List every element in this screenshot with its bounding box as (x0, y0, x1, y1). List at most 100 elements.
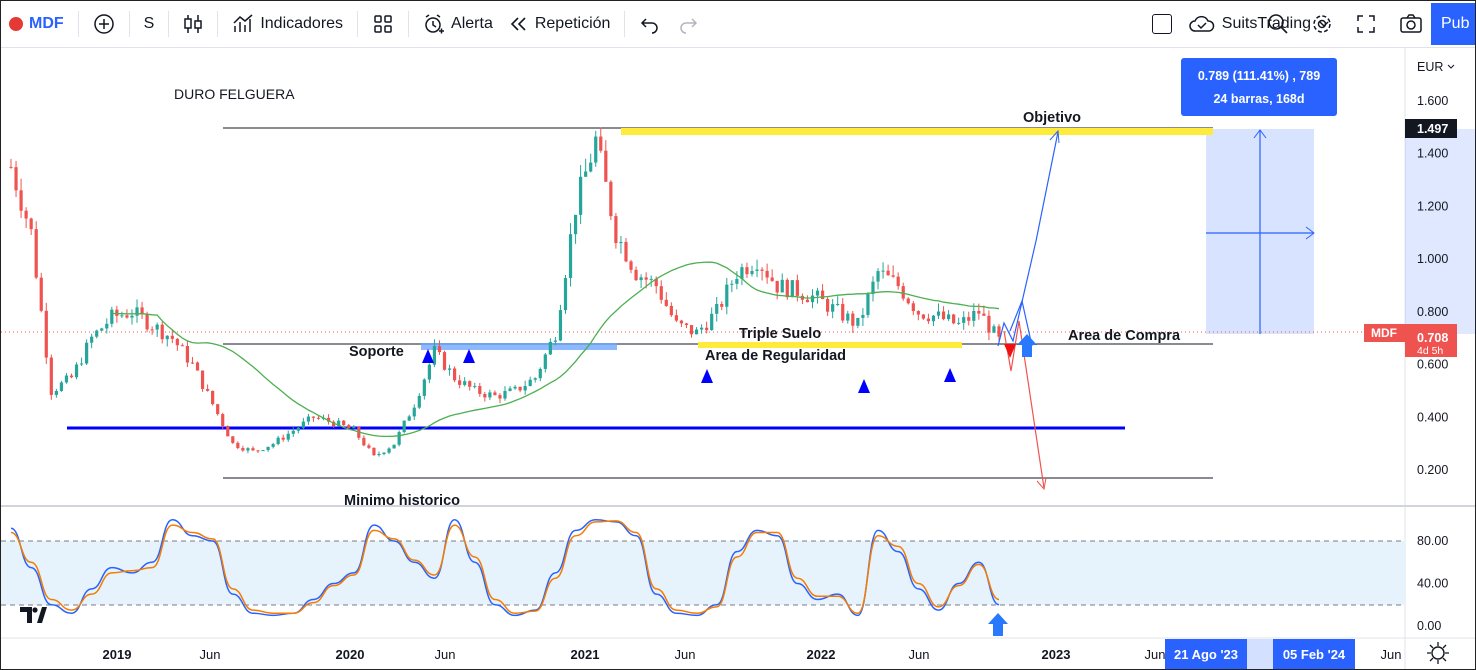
candle-body (725, 284, 729, 307)
interval-button[interactable]: S (136, 1, 163, 47)
candle-body (508, 388, 512, 391)
price-tick-label: 1.600 (1417, 94, 1448, 108)
candle-body (211, 390, 215, 405)
candle-body (14, 167, 18, 191)
candle-body (125, 315, 129, 318)
snapshot-button[interactable] (1391, 1, 1431, 47)
candle-body (79, 363, 84, 365)
candle-body (170, 335, 174, 339)
publish-label: Pub (1441, 15, 1470, 32)
publish-button[interactable]: Pub (1431, 3, 1475, 45)
chart-type-button[interactable] (175, 1, 211, 47)
candle-body (145, 314, 149, 330)
candle-body (997, 326, 1001, 337)
alert-label: Alerta (451, 15, 493, 32)
candle-body (362, 437, 366, 446)
search-button[interactable] (1259, 1, 1297, 47)
historic-min-label: Minimo historico (344, 493, 460, 509)
candle-body (226, 426, 230, 437)
candle-body (765, 270, 769, 278)
alarm-clock-icon (425, 14, 445, 34)
candle-body (447, 368, 452, 370)
symbol-search[interactable]: MDF (1, 1, 72, 47)
candle-body (810, 295, 815, 303)
candle-body (44, 310, 48, 358)
symbol-tag-label: MDF (1371, 326, 1397, 340)
currency-label[interactable]: EUR (1417, 60, 1443, 74)
candle-body (543, 354, 547, 369)
candle-body (392, 444, 396, 449)
candle-body (135, 307, 139, 316)
symbol-tag (1364, 324, 1405, 342)
candle-body (347, 425, 351, 429)
candle-body (155, 324, 159, 330)
fullscreen-button[interactable] (1347, 1, 1385, 47)
compare-button[interactable] (85, 1, 123, 47)
time-tick-label: Jun (909, 647, 930, 662)
candle-body (568, 234, 573, 279)
layout-menu-button[interactable]: SuitsTrading (1180, 1, 1339, 47)
triple-bottom-label: Triple Suelo (739, 326, 821, 342)
candle-body (755, 269, 759, 271)
triangle-marker (463, 349, 475, 363)
chart-canvas[interactable]: 0.789 (111.41%) , 789 24 barras, 168d (1, 47, 1476, 669)
candle-body (664, 299, 668, 306)
replay-button[interactable]: Repetición (501, 1, 619, 47)
company-label: DURO FELGUERA (174, 86, 295, 102)
add-circle-icon (93, 14, 114, 34)
candle-body (906, 298, 910, 304)
candle-body (236, 442, 240, 449)
indicators-icon (233, 14, 253, 32)
time-axis-settings-button[interactable] (1427, 642, 1449, 664)
candle-body (493, 392, 497, 396)
candle-body (473, 386, 477, 388)
candle-body (332, 421, 336, 427)
candle-body (710, 313, 714, 331)
regularity-label: Area de Regularidad (705, 348, 846, 364)
down-triangle-marker (1004, 344, 1016, 358)
candle-body (962, 317, 966, 323)
candle-body (916, 311, 920, 315)
candle-body (871, 281, 875, 295)
time-tick-label: 2019 (103, 647, 132, 662)
candle-body (221, 414, 225, 427)
candle-body (513, 386, 517, 389)
templates-button[interactable] (364, 1, 402, 47)
candle-body (150, 329, 154, 331)
candles-group (9, 127, 1001, 457)
layout-checkbox[interactable] (1144, 1, 1180, 47)
range-start-label: 21 Ago '23 (1174, 647, 1238, 662)
candle-body (689, 325, 694, 335)
top-toolbar: MDF S Indicadores Alerta Repetició (1, 1, 1475, 48)
candle-body (518, 386, 522, 391)
redo-button[interactable] (669, 1, 707, 47)
objective-price-label: 1.497 (1417, 122, 1448, 136)
candle-body (407, 416, 411, 421)
candle-body (95, 330, 99, 337)
candle-body (64, 375, 69, 383)
settings-button[interactable] (1303, 1, 1341, 47)
candle-body (992, 326, 996, 333)
time-tick-label: 2023 (1042, 647, 1071, 662)
price-tick-label: 1.200 (1417, 199, 1448, 213)
candle-body (911, 303, 915, 312)
alert-button[interactable]: Alerta (415, 1, 501, 47)
candle-body (185, 345, 190, 363)
candle-body (442, 352, 447, 370)
candle-body (54, 390, 58, 395)
tradingview-logo-icon (20, 607, 47, 623)
undo-button[interactable] (631, 1, 669, 47)
candle-body (967, 317, 971, 321)
countdown-label: 4d 5h (1417, 345, 1443, 357)
candle-body (115, 309, 119, 316)
candle-body (639, 277, 643, 281)
candle-body (271, 444, 275, 447)
time-tick-label: Jun (1381, 647, 1402, 662)
indicators-button[interactable]: Indicadores (224, 1, 351, 47)
candle-body (790, 280, 794, 298)
triangle-marker (944, 368, 956, 382)
candle-body (256, 450, 260, 452)
oscillator-tick-label: 40.00 (1417, 577, 1448, 591)
candle-body (29, 218, 33, 230)
candle-body (100, 328, 104, 331)
